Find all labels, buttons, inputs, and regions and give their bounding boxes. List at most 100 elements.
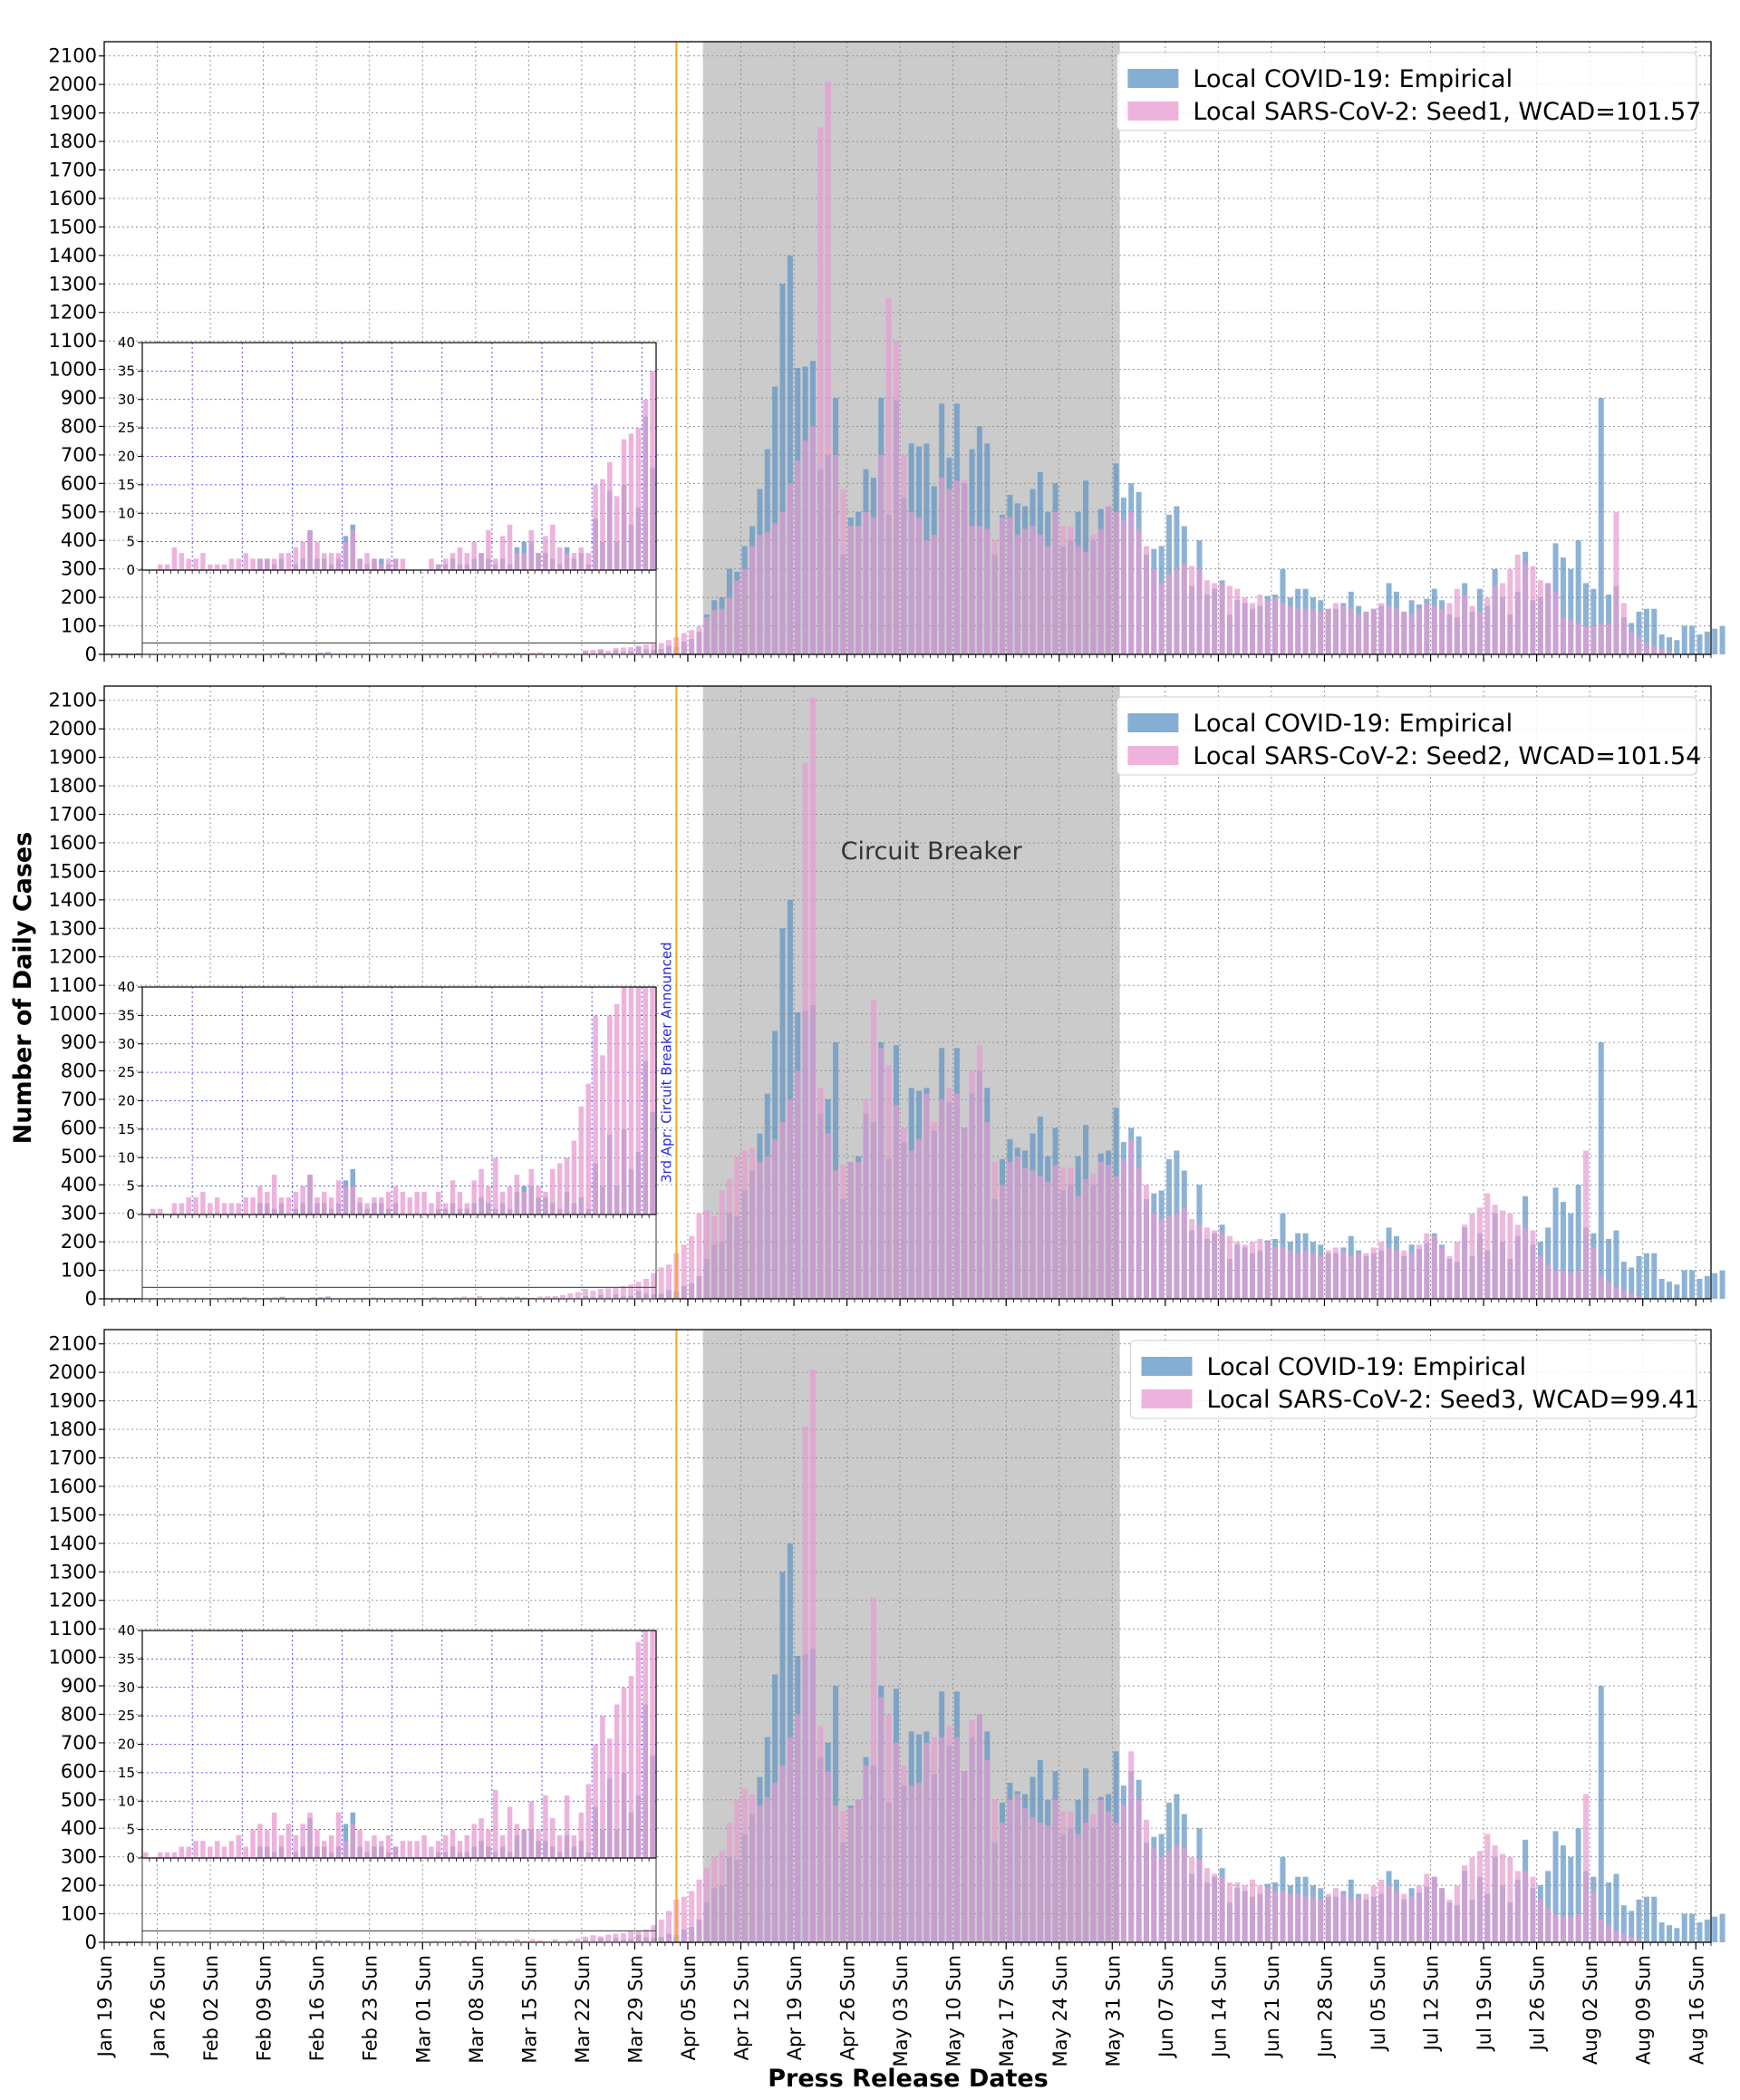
bar-empirical: [1658, 634, 1665, 654]
bar-simulated: [1007, 1799, 1013, 1942]
bar-simulated: [628, 1931, 634, 1942]
inset-bar-simulated: [429, 558, 434, 570]
inset-bar-simulated: [457, 1191, 463, 1215]
plot-frame: [103, 41, 1712, 655]
bar-simulated: [923, 1742, 930, 1942]
inset-bar-simulated: [621, 439, 627, 570]
bar-simulated: [241, 1940, 247, 1942]
bar-simulated: [726, 597, 732, 654]
bar-simulated: [590, 649, 596, 654]
bar-empirical: [1719, 1913, 1726, 1942]
bar-simulated: [893, 1105, 899, 1299]
bar-simulated: [1378, 603, 1385, 654]
bar-simulated: [1378, 1879, 1385, 1942]
x-tick-label: Jun 28 Sun: [1314, 1955, 1336, 2059]
inset-bar-simulated: [221, 1203, 227, 1215]
bar-simulated: [522, 1297, 528, 1299]
bar-simulated: [1219, 1233, 1225, 1299]
bar-simulated: [779, 511, 786, 654]
bar-simulated: [575, 1938, 581, 1942]
bar-simulated: [1462, 594, 1468, 654]
bar-empirical: [779, 284, 786, 654]
x-tick-label: Aug 09 Sun: [1633, 1955, 1655, 2065]
bar-simulated: [795, 1070, 801, 1299]
inset-bar-simulated: [471, 1824, 477, 1858]
bar-simulated: [870, 999, 876, 1299]
bar-empirical: [1651, 1896, 1658, 1942]
inset-bar-simulated: [314, 1829, 320, 1858]
bar-empirical: [1704, 1275, 1710, 1299]
legend-1: Local COVID-19: Empirical Local SARS-CoV-…: [1116, 52, 1701, 131]
bar-simulated: [234, 1940, 240, 1942]
bar-simulated: [1363, 1893, 1369, 1942]
x-tick-label: Feb 02 Sun: [200, 1955, 222, 2061]
bar-empirical: [1575, 1185, 1581, 1299]
bar-simulated: [1469, 605, 1475, 654]
inset-bar-simulated: [407, 1841, 413, 1858]
bar-simulated: [529, 653, 536, 654]
inset-y-tick-label: 0: [126, 1850, 135, 1866]
bar-simulated: [1356, 614, 1362, 654]
bar-simulated: [741, 568, 748, 654]
bar-simulated: [1378, 1242, 1385, 1299]
y-tick-label: 1900: [49, 102, 97, 124]
bar-simulated: [1340, 1893, 1347, 1942]
inset-y-tick-label: 15: [118, 1121, 135, 1137]
inset-bar-simulated: [493, 1789, 498, 1858]
bar-simulated: [863, 1098, 869, 1299]
y-tick-label: 0: [85, 1931, 97, 1953]
bar-simulated: [1393, 1891, 1399, 1942]
y-tick-label: 2100: [49, 690, 97, 711]
x-tick-label: Mar 22 Sun: [572, 1955, 594, 2064]
inset-bar-simulated: [578, 1106, 585, 1215]
bar-simulated: [1136, 1167, 1142, 1299]
inset-bar-simulated: [271, 1812, 277, 1858]
bar-simulated: [1280, 1247, 1286, 1299]
bar-simulated: [825, 1133, 831, 1299]
inset-bar-simulated: [236, 1203, 242, 1215]
bar-simulated: [1097, 528, 1104, 654]
inset-bar-simulated: [471, 1180, 477, 1215]
plot-frame: [103, 685, 1712, 1300]
inset-bar-simulated: [293, 1834, 299, 1858]
inset-bar-simulated: [314, 1197, 320, 1215]
bar-simulated: [1401, 1250, 1407, 1299]
y-tick-label: 1300: [49, 273, 97, 295]
bar-simulated: [825, 1771, 831, 1942]
y-tick-label: 1200: [49, 302, 97, 324]
bar-empirical: [1696, 1278, 1703, 1299]
bar-empirical: [1689, 625, 1696, 654]
bar-simulated: [962, 1127, 968, 1299]
bar-simulated: [1424, 603, 1430, 654]
bar-simulated: [893, 1742, 899, 1942]
inset-y-tick-label: 40: [118, 1622, 135, 1639]
y-tick-label: 1000: [49, 1647, 97, 1669]
bar-simulated: [1083, 1822, 1089, 1942]
bar-simulated: [856, 1162, 862, 1299]
bar-empirical: [1629, 1911, 1635, 1942]
bar-simulated: [976, 526, 982, 654]
inset-bar-simulated: [478, 553, 484, 570]
inset-bar-simulated: [214, 1197, 220, 1215]
inset-bar-simulated: [179, 1846, 185, 1858]
bar-simulated: [1000, 518, 1006, 654]
bar-simulated: [809, 1369, 816, 1942]
legend-label: Local SARS-CoV-2: Seed3, WCAD=99.41: [1207, 1386, 1700, 1414]
bar-simulated: [1000, 1185, 1006, 1299]
legend-swatch: [1127, 746, 1179, 765]
bar-simulated: [1250, 1879, 1256, 1942]
inset-bar-simulated: [528, 530, 534, 570]
bar-simulated: [802, 440, 808, 654]
x-tick-label: Jun 14 Sun: [1208, 1955, 1230, 2059]
bar-simulated: [1287, 1893, 1293, 1942]
inset-bar-simulated: [385, 1191, 392, 1215]
bar-simulated: [1280, 603, 1286, 654]
bar-simulated: [1530, 566, 1536, 654]
inset-bar-simulated: [364, 1841, 370, 1858]
inset-bar-simulated: [643, 987, 648, 1215]
inset-bar-simulated: [214, 1841, 220, 1858]
bar-simulated: [1052, 1165, 1058, 1299]
y-tick-label: 1300: [49, 917, 97, 939]
bar-simulated: [514, 1296, 520, 1299]
inset-bar-simulated: [221, 1846, 227, 1858]
